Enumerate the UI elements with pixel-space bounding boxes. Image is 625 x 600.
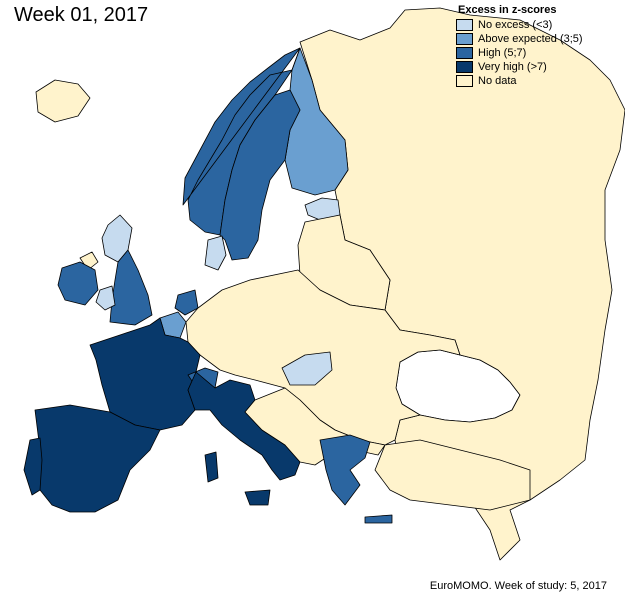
- country-netherlands: [174, 289, 199, 316]
- legend-item-high: High (5;7): [456, 46, 583, 60]
- legend-item-no-excess: No excess (<3): [456, 18, 583, 32]
- country-ireland: [57, 261, 99, 306]
- legend-label: High (5;7): [478, 47, 527, 59]
- legend-item-above-expected: Above expected (3;5): [456, 32, 583, 46]
- country-wales: [95, 285, 116, 311]
- country-italy: [187, 371, 301, 481]
- legend-label: No excess (<3): [478, 19, 553, 31]
- country-turkey: [374, 439, 531, 511]
- legend-label: Above expected (3;5): [478, 33, 583, 45]
- legend-swatch: [456, 75, 473, 87]
- country-portugal: [23, 437, 43, 496]
- map-legend: Excess in z-scores No excess (<3) Above …: [456, 4, 583, 88]
- legend-title: Excess in z-scores: [458, 4, 557, 16]
- legend-label: Very high (>7): [478, 61, 547, 73]
- legend-item-very-high: Very high (>7): [456, 60, 583, 74]
- legend-swatch: [456, 33, 473, 45]
- country-england: [109, 249, 153, 326]
- legend-swatch: [456, 61, 473, 73]
- legend-label: No data: [478, 75, 517, 87]
- country-iceland: [35, 79, 91, 123]
- country-greece-crete: [364, 514, 393, 524]
- legend-swatch: [456, 47, 473, 59]
- country-hungary: [281, 351, 333, 386]
- legend-swatch: [456, 19, 473, 31]
- country-greece: [319, 434, 371, 506]
- footer-credit: EuroMOMO. Week of study: 5, 2017: [429, 580, 607, 592]
- country-italy-sardinia: [204, 451, 219, 483]
- country-italy-sicily: [244, 489, 271, 506]
- country-denmark: [204, 235, 227, 271]
- legend-item-no-data: No data: [456, 74, 583, 88]
- page-title: Week 01, 2017: [14, 4, 149, 26]
- country-sweden: [219, 89, 301, 261]
